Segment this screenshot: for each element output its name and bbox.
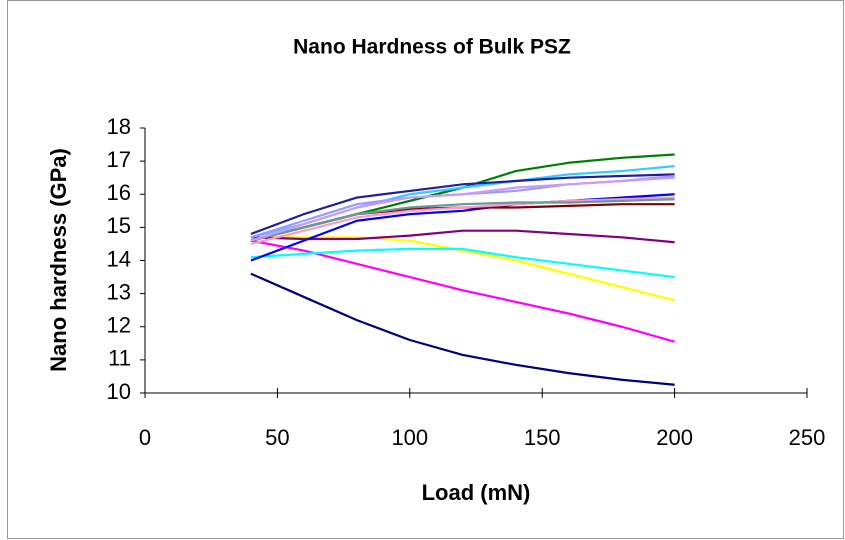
series-line xyxy=(250,229,675,244)
series-line xyxy=(250,239,675,343)
x-tick-label: 150 xyxy=(524,425,561,450)
series-line xyxy=(250,247,675,279)
y-axis-label: Nano hardness (GPa) xyxy=(46,148,71,372)
x-tick-label: 250 xyxy=(789,425,826,450)
series-line xyxy=(250,193,675,262)
x-tick-label: 200 xyxy=(656,425,693,450)
y-tick-label: 12 xyxy=(107,313,131,338)
series-line xyxy=(250,203,675,242)
x-tick-label: 0 xyxy=(139,425,151,450)
series-line xyxy=(250,236,675,302)
series-line xyxy=(250,176,675,242)
y-tick-label: 11 xyxy=(108,346,131,371)
y-tick-label: 17 xyxy=(107,147,131,172)
series-line xyxy=(250,196,675,246)
x-tick-label: 50 xyxy=(265,425,289,450)
y-tick-label: 10 xyxy=(107,379,131,404)
y-tick-label: 16 xyxy=(107,180,131,205)
y-tick-label: 13 xyxy=(107,279,131,304)
series-line xyxy=(250,198,675,242)
x-tick-label: 100 xyxy=(391,425,428,450)
chart-title: Nano Hardness of Bulk PSZ xyxy=(293,36,571,59)
y-tick-label: 15 xyxy=(107,213,131,238)
series-line xyxy=(250,173,675,236)
y-tick-label: 18 xyxy=(107,114,131,139)
series-line xyxy=(250,272,675,386)
y-tick-label: 14 xyxy=(107,246,131,271)
x-axis-label: Load (mN) xyxy=(422,480,531,505)
frame xyxy=(7,0,844,539)
